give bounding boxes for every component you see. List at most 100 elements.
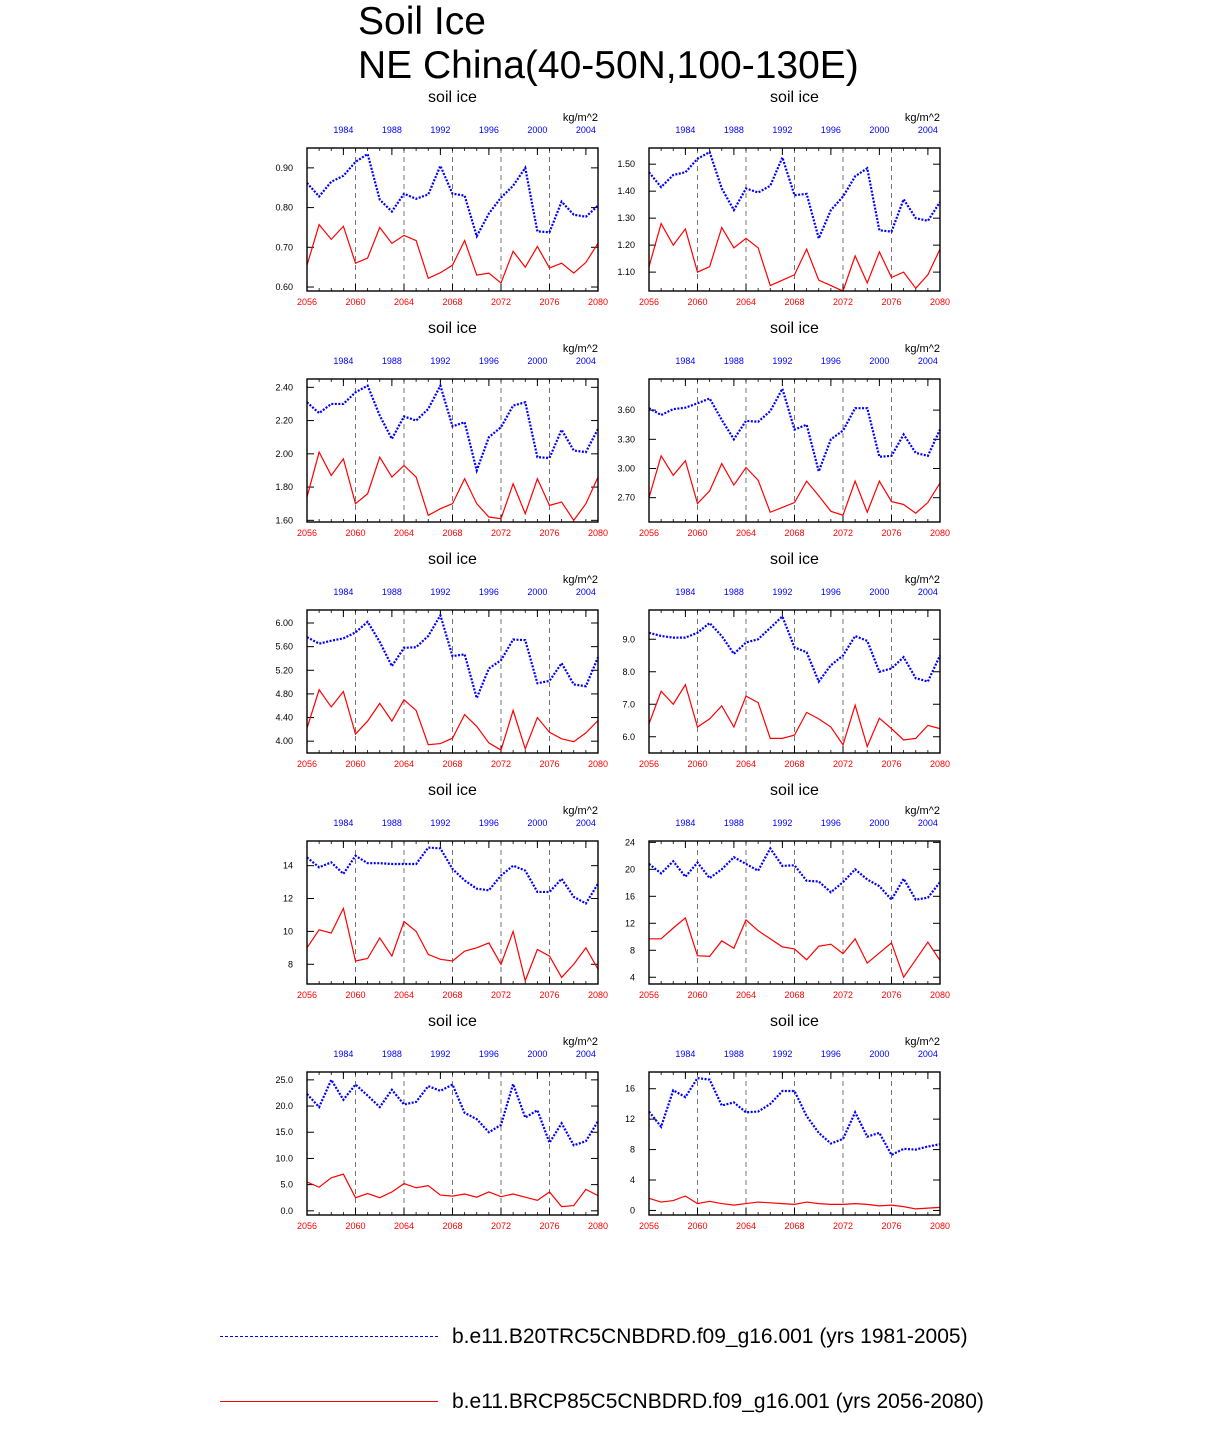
plot-frame: [648, 147, 941, 292]
x-tick-label-bottom: 2056: [297, 990, 317, 1000]
x-tick-label-top: 1996: [821, 818, 841, 828]
chart-panel-4: soil ice kg/m^2 2056 2060 2064 2068 2072 2076 20…: [617, 320, 950, 538]
x-tick-label-top: 1988: [724, 356, 744, 366]
units-label: kg/m^2: [905, 805, 940, 817]
x-tick-label-top: 1992: [772, 125, 792, 135]
y-tick-label: 10.0: [275, 1153, 293, 1163]
chart-panel-2: soil ice kg/m^2 2056 2060 2064 2068 2072 2076 20…: [617, 89, 950, 307]
x-tick-label-top: 2000: [869, 587, 889, 597]
series-historical-line: [306, 846, 599, 905]
x-tick-label-top: 1984: [333, 1049, 353, 1059]
x-tick-label-bottom: 2068: [442, 1221, 462, 1231]
y-tick-label: 6.00: [275, 618, 293, 628]
series-future-line: [306, 223, 599, 285]
chart-panel-3: soil ice kg/m^2 2056 2060 2064 2068 2072 2076 20…: [275, 320, 608, 538]
x-tick-label-bottom: 2072: [491, 528, 511, 538]
x-tick-label-top: 1988: [382, 125, 402, 135]
x-tick-label-bottom: 2056: [639, 759, 659, 769]
title-line-2: NE China(40-50N,100-130E): [358, 44, 859, 87]
series-future-line: [306, 688, 599, 751]
x-tick-label-bottom: 2064: [394, 759, 414, 769]
x-tick-label-top: 1992: [430, 356, 450, 366]
legend-line-dashed-blue: [220, 1336, 438, 1337]
plot-frame: [648, 1071, 941, 1216]
y-tick-label: 1.80: [275, 482, 293, 492]
x-tick-label-top: 1996: [821, 1049, 841, 1059]
series-future-line: [649, 916, 941, 979]
x-tick-label-bottom: 2068: [442, 990, 462, 1000]
y-tick-label: 25.0: [275, 1075, 293, 1085]
x-tick-label-top: 1996: [479, 1049, 499, 1059]
y-tick-label: 4: [630, 972, 635, 982]
chart-panel-10: soil ice kg/m^2 2056 2060 2064 2068 2072 2076 20…: [625, 1013, 950, 1231]
y-tick-label: 4.40: [275, 713, 293, 723]
x-tick-label-top: 2000: [527, 1049, 547, 1059]
x-tick-label-top: 1996: [479, 818, 499, 828]
plot-frame: [306, 147, 599, 292]
series-historical-line: [648, 614, 941, 684]
y-tick-label: 0.60: [275, 282, 293, 292]
x-tick-label-top: 2004: [918, 1049, 938, 1059]
chart-panel-7: soil ice kg/m^2 2056 2060 2064 2068 2072 2076 20…: [283, 782, 608, 1000]
x-tick-label-top: 1984: [675, 587, 695, 597]
y-tick-label: 8: [288, 959, 293, 969]
plot-frame: [306, 378, 599, 523]
x-tick-label-bottom: 2068: [442, 297, 462, 307]
x-tick-label-bottom: 2064: [736, 1221, 756, 1231]
y-tick-label: 1.30: [617, 213, 635, 223]
chart-panel-5: soil ice kg/m^2 2056 2060 2064 2068 2072 2076 20…: [275, 551, 608, 769]
x-tick-label-top: 2004: [918, 587, 938, 597]
y-tick-label: 24: [625, 837, 635, 847]
series-historical-line: [648, 846, 941, 902]
panel-title: soil ice: [428, 1013, 477, 1030]
x-tick-label-bottom: 2060: [345, 990, 365, 1000]
x-tick-label-top: 2000: [527, 587, 547, 597]
units-label: kg/m^2: [905, 1036, 940, 1048]
series-future-line: [306, 906, 599, 983]
y-tick-label: 5.20: [275, 665, 293, 675]
x-tick-label-bottom: 2080: [588, 759, 608, 769]
x-tick-label-top: 1984: [675, 356, 695, 366]
x-tick-label-bottom: 2072: [833, 990, 853, 1000]
y-tick-label: 0.70: [275, 242, 293, 252]
x-tick-label-bottom: 2080: [588, 990, 608, 1000]
x-tick-label-bottom: 2072: [491, 297, 511, 307]
x-tick-label-top: 2000: [869, 1049, 889, 1059]
x-tick-label-bottom: 2064: [736, 759, 756, 769]
panel-title: soil ice: [770, 782, 819, 799]
x-tick-label-bottom: 2064: [736, 990, 756, 1000]
x-tick-label-bottom: 2056: [639, 1221, 659, 1231]
x-tick-label-bottom: 2056: [297, 759, 317, 769]
y-tick-label: 6.0: [622, 732, 635, 742]
x-tick-label-bottom: 2056: [297, 528, 317, 538]
x-tick-label-bottom: 2060: [687, 759, 707, 769]
panel-title: soil ice: [770, 89, 819, 106]
x-tick-label-bottom: 2076: [881, 759, 901, 769]
units-label: kg/m^2: [905, 574, 940, 586]
y-tick-label: 3.30: [617, 434, 635, 444]
x-tick-label-top: 1992: [772, 818, 792, 828]
x-tick-label-bottom: 2080: [588, 297, 608, 307]
x-tick-label-top: 1988: [724, 587, 744, 597]
panel-title: soil ice: [428, 89, 477, 106]
x-tick-label-bottom: 2072: [833, 1221, 853, 1231]
x-tick-label-top: 1984: [333, 356, 353, 366]
x-tick-label-bottom: 2060: [687, 528, 707, 538]
x-tick-label-top: 1984: [333, 818, 353, 828]
y-tick-label: 8: [630, 1145, 635, 1155]
y-tick-label: 2.00: [275, 449, 293, 459]
x-tick-label-top: 1992: [430, 818, 450, 828]
series-historical-line: [648, 150, 941, 242]
y-tick-label: 12: [625, 918, 635, 928]
x-tick-label-bottom: 2068: [442, 528, 462, 538]
plot-frame: [306, 840, 599, 985]
x-tick-label-bottom: 2056: [297, 1221, 317, 1231]
plot-frame: [648, 609, 941, 754]
y-tick-label: 1.40: [617, 186, 635, 196]
x-tick-label-bottom: 2080: [930, 1221, 950, 1231]
x-tick-label-top: 1992: [772, 356, 792, 366]
x-tick-label-top: 1992: [430, 1049, 450, 1059]
panel-title: soil ice: [428, 320, 477, 337]
x-tick-label-top: 1988: [724, 125, 744, 135]
x-tick-label-bottom: 2068: [784, 297, 804, 307]
